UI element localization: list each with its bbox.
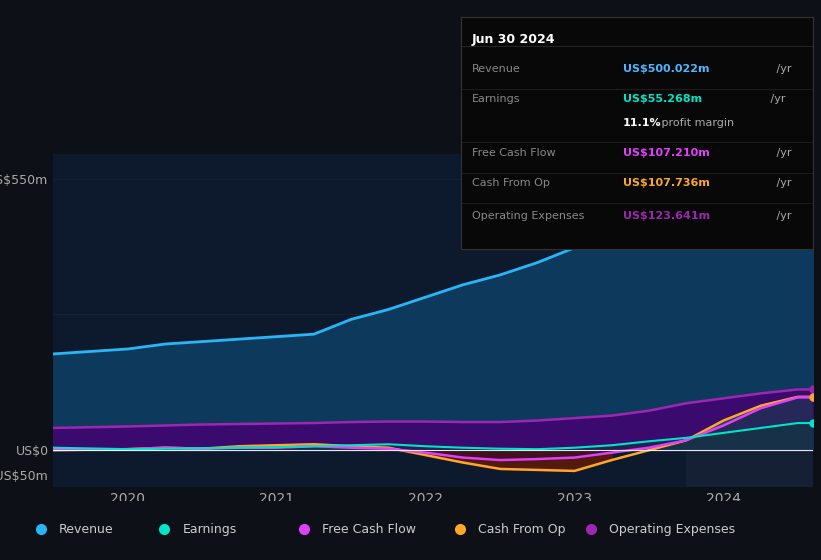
Text: /yr: /yr bbox=[773, 178, 792, 188]
Text: /yr: /yr bbox=[767, 94, 786, 104]
Text: /yr: /yr bbox=[773, 148, 792, 158]
Text: Earnings: Earnings bbox=[472, 94, 521, 104]
Text: profit margin: profit margin bbox=[658, 118, 734, 128]
Text: /yr: /yr bbox=[773, 64, 792, 74]
Text: Cash From Op: Cash From Op bbox=[472, 178, 550, 188]
Text: Cash From Op: Cash From Op bbox=[478, 523, 566, 536]
Text: US$123.641m: US$123.641m bbox=[623, 211, 710, 221]
Text: Free Cash Flow: Free Cash Flow bbox=[322, 523, 415, 536]
Text: Earnings: Earnings bbox=[182, 523, 236, 536]
Text: Operating Expenses: Operating Expenses bbox=[472, 211, 585, 221]
Text: Revenue: Revenue bbox=[59, 523, 114, 536]
Text: US$500.022m: US$500.022m bbox=[623, 64, 709, 74]
Text: 11.1%: 11.1% bbox=[623, 118, 662, 128]
Text: US$55.268m: US$55.268m bbox=[623, 94, 702, 104]
Text: US$107.210m: US$107.210m bbox=[623, 148, 710, 158]
Text: Revenue: Revenue bbox=[472, 64, 521, 74]
Text: Free Cash Flow: Free Cash Flow bbox=[472, 148, 556, 158]
Text: Jun 30 2024: Jun 30 2024 bbox=[472, 33, 556, 46]
Text: US$107.736m: US$107.736m bbox=[623, 178, 710, 188]
Text: /yr: /yr bbox=[773, 211, 792, 221]
Bar bbox=[686, 154, 820, 487]
Text: Operating Expenses: Operating Expenses bbox=[609, 523, 736, 536]
